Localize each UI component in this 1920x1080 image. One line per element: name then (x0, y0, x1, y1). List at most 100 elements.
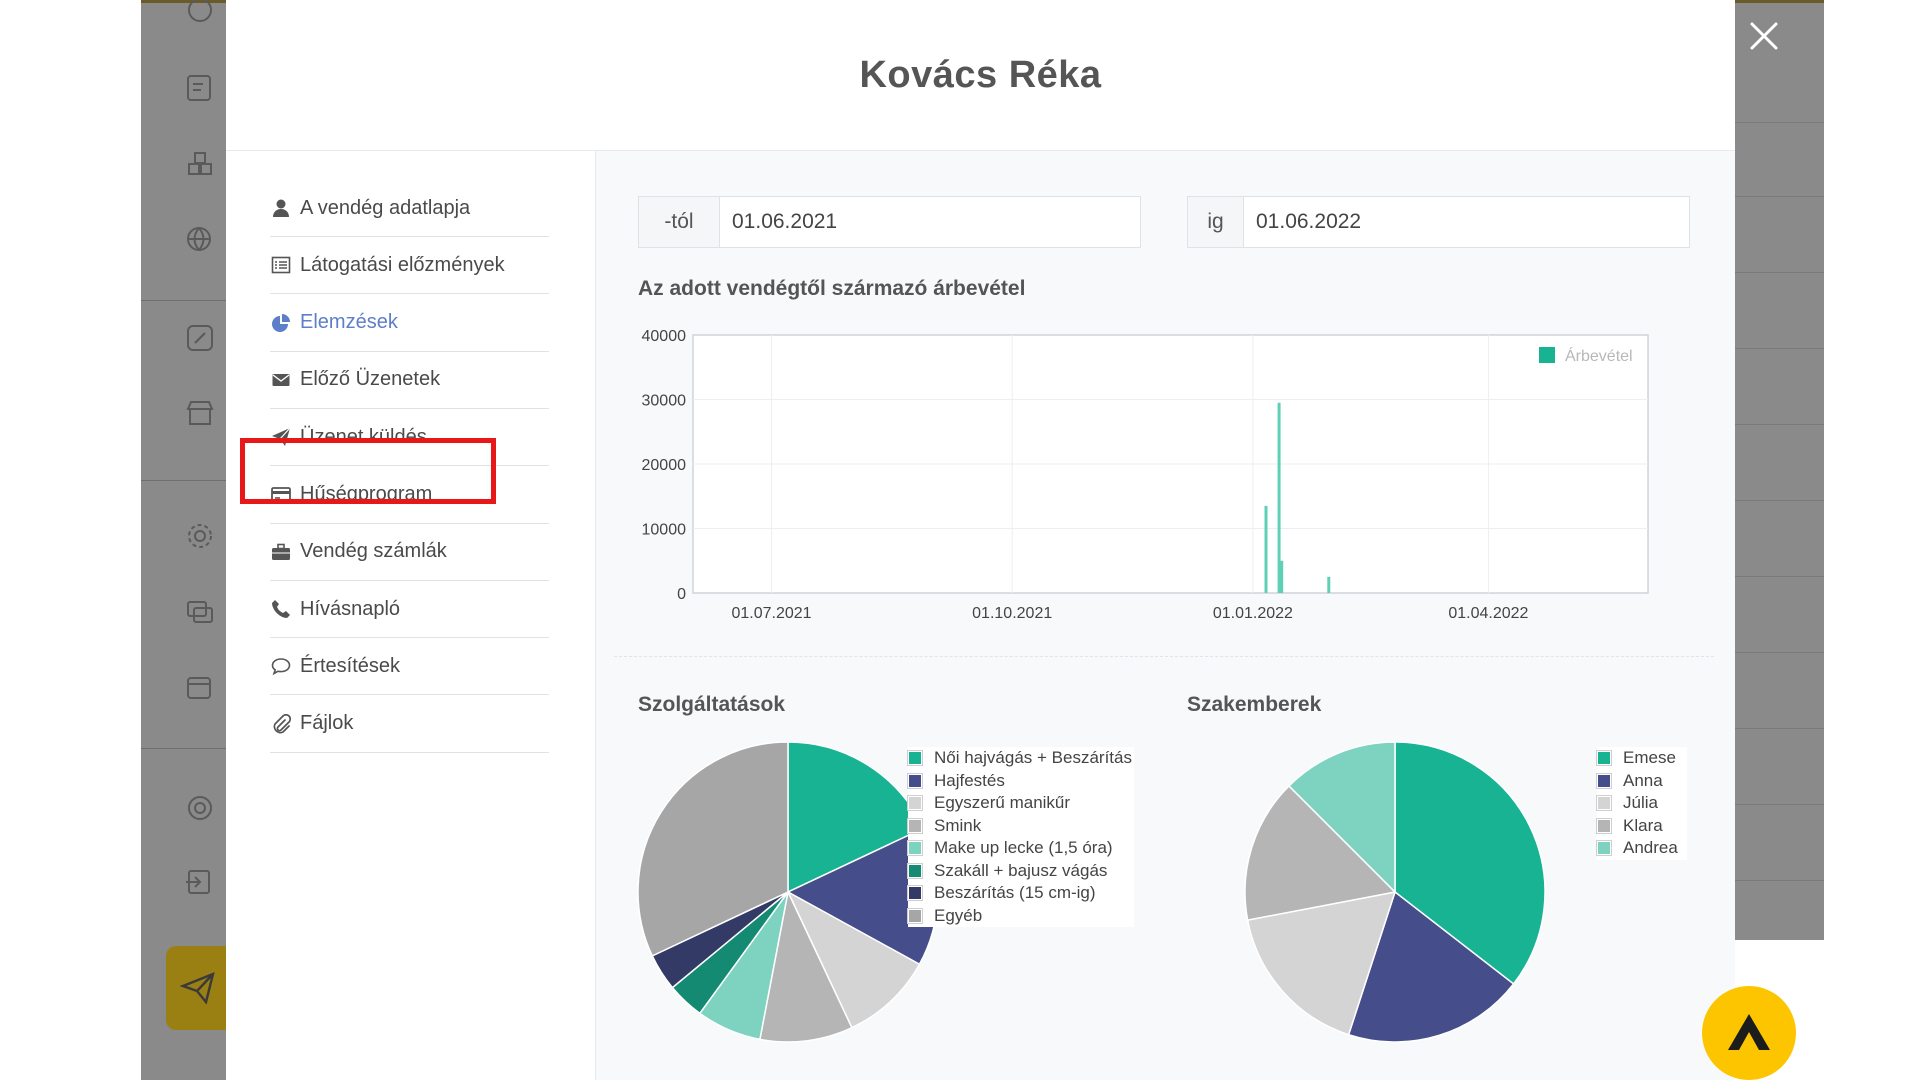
sidebar-separator (141, 480, 231, 481)
services-legend-swatch (907, 772, 923, 789)
paperclip-icon (270, 713, 292, 735)
specialists-legend-swatch (1596, 795, 1612, 812)
services-legend-item: Szakáll + bajusz vágás (907, 860, 1134, 883)
send-shortcut-button[interactable] (166, 946, 236, 1030)
menu-item-8[interactable]: Hívásnapló (270, 581, 549, 639)
date-to-input[interactable] (1244, 197, 1689, 247)
services-legend-item: Hajfestés (907, 770, 1134, 793)
user-icon (270, 197, 292, 219)
pie-chart-icon (270, 312, 292, 334)
close-icon (1750, 22, 1778, 50)
services-legend-swatch (907, 840, 923, 857)
services-legend-label: Beszárítás (15 cm-ig) (934, 883, 1096, 903)
menu-item-label: Fájlok (300, 712, 354, 735)
menu-item-label: Értesítések (300, 654, 401, 677)
modal-title: Kovács Réka (859, 54, 1102, 96)
date-to-group: ig (1187, 196, 1690, 248)
settings-icon (184, 520, 216, 552)
highlight-annotation (240, 438, 496, 504)
date-from-group: -tól (638, 196, 1141, 248)
backdrop-row-line (1735, 728, 1824, 729)
revenue-chart-title: Az adott vendégtől származó árbevétel (638, 277, 1026, 300)
backdrop-row-line (1735, 122, 1824, 123)
services-legend-label: Női hajvágás + Beszárítás (934, 748, 1132, 768)
services-legend-item: Egyéb (907, 905, 1134, 928)
specialists-legend-swatch (1596, 772, 1612, 789)
specialists-legend-label: Emese (1623, 748, 1676, 768)
services-legend-swatch (907, 907, 923, 924)
specialists-chart-title: Szakemberek (1187, 693, 1322, 716)
checklist-icon (184, 72, 216, 104)
backdrop-row-line (1735, 576, 1824, 577)
globe-icon (184, 224, 216, 256)
specialists-legend-label: Andrea (1623, 838, 1678, 858)
date-to-label: ig (1188, 197, 1244, 247)
wallet-icon (184, 672, 216, 704)
services-legend-label: Smink (934, 815, 982, 835)
brand-logo-icon (1728, 1014, 1770, 1050)
specialists-legend-item: Klara (1596, 815, 1687, 838)
menu-item-label: Hívásnapló (300, 597, 401, 620)
menu-item-1[interactable]: A vendég adatlapja (270, 180, 549, 237)
phone-icon (270, 598, 292, 620)
services-legend-label: Hajfestés (934, 770, 1005, 790)
backdrop-row-line (1735, 804, 1824, 805)
menu-item-label: A vendég adatlapja (300, 196, 471, 219)
menu-item-10[interactable]: Fájlok (270, 696, 549, 753)
menu-item-3[interactable]: Elemzések (270, 295, 549, 352)
backdrop-row-line (1735, 348, 1824, 349)
modal-header: Kovács Réka (226, 0, 1735, 151)
backdrop-row-line (1735, 196, 1824, 197)
specialists-legend-swatch (1596, 840, 1612, 857)
specialists-legend-item: Emese (1596, 747, 1687, 770)
services-legend-item: Egyszerű manikűr (907, 792, 1134, 815)
date-from-input[interactable] (720, 197, 1140, 247)
briefcase-icon (270, 541, 292, 563)
specialists-legend-item: Júlia (1596, 792, 1687, 815)
section-divider (614, 656, 1714, 657)
services-legend-swatch (907, 795, 923, 812)
backdrop-row-line (1735, 652, 1824, 653)
list-icon (270, 254, 292, 276)
services-legend-label: Szakáll + bajusz vágás (934, 860, 1108, 880)
menu-item-9[interactable]: Értesítések (270, 638, 549, 696)
modal-menu-panel: A vendég adatlapja Látogatási előzmények E… (226, 151, 596, 1080)
dollar-icon (184, 0, 216, 32)
services-legend-swatch (907, 750, 923, 767)
menu-item-label: Előző Üzenetek (300, 368, 441, 391)
services-legend-swatch (907, 817, 923, 834)
menu-item-2[interactable]: Látogatási előzmények (270, 237, 549, 295)
specialists-legend-swatch (1596, 750, 1612, 767)
services-legend-label: Egyszerű manikűr (934, 793, 1071, 813)
envelope-icon (270, 369, 292, 391)
menu-item-4[interactable]: Előző Üzenetek (270, 352, 549, 409)
services-legend: Női hajvágás + Beszárítás Hajfestés Egysze… (907, 747, 1134, 928)
menu-item-label: Látogatási előzmények (300, 253, 505, 276)
comment-icon (270, 655, 292, 677)
services-legend-label: Make up lecke (1,5 óra) (934, 838, 1113, 858)
backdrop-row-line (1735, 880, 1824, 881)
percent-icon (184, 322, 216, 354)
specialists-legend-label: Anna (1623, 770, 1663, 790)
help-fab-button[interactable] (1702, 986, 1796, 1080)
sidebar-separator (141, 300, 231, 301)
menu-item-label: Vendég számlák (300, 540, 447, 563)
close-modal-button[interactable] (1746, 18, 1782, 54)
services-legend-item: Női hajvágás + Beszárítás (907, 747, 1134, 770)
menu-item-7[interactable]: Vendég számlák (270, 524, 549, 581)
menu-item-label: Elemzések (300, 311, 398, 334)
specialists-legend-swatch (1596, 817, 1612, 834)
specialists-legend-label: Klara (1623, 815, 1663, 835)
boxes-icon (184, 148, 216, 180)
backdrop-row-line (1735, 272, 1824, 273)
paper-plane-icon (180, 972, 215, 1005)
services-legend-swatch (907, 885, 923, 902)
lifebuoy-icon (184, 792, 216, 824)
specialists-legend-item: Andrea (1596, 837, 1687, 860)
services-chart-title: Szolgáltatások (638, 693, 786, 716)
backdrop-row-line (1735, 424, 1824, 425)
specialists-legend: Emese Anna Júlia Klara Andrea (1596, 747, 1687, 860)
backdrop-row-line (1735, 500, 1824, 501)
chat-icon (184, 596, 216, 628)
services-legend-swatch (907, 862, 923, 879)
